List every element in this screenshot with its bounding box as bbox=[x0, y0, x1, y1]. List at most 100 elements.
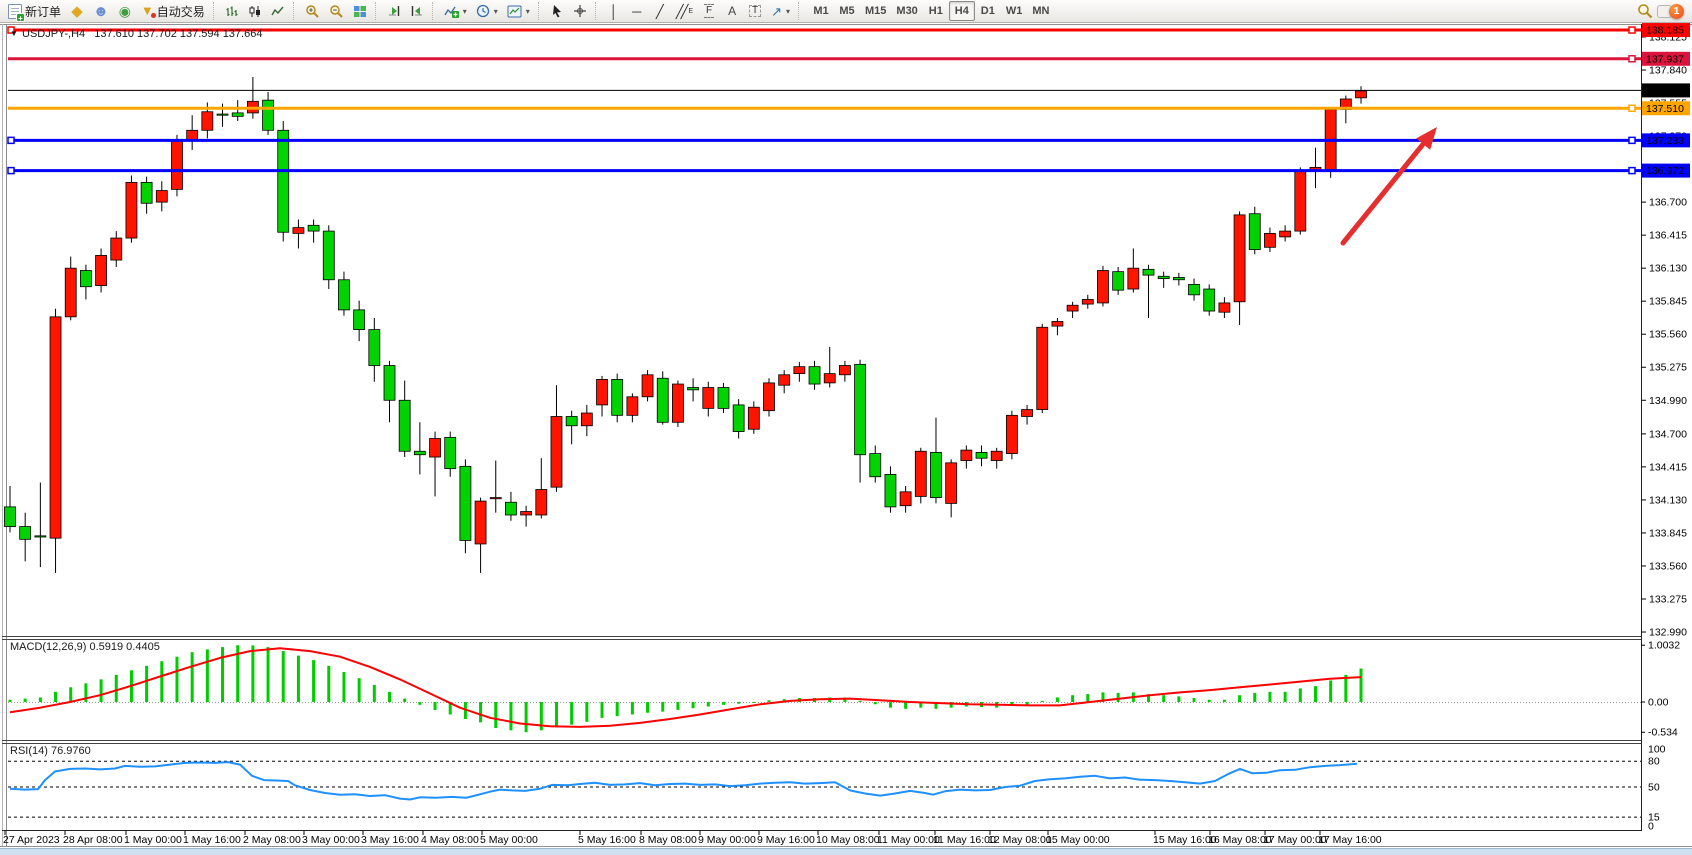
bear-candle bbox=[231, 112, 244, 117]
market-button[interactable]: ◆ bbox=[66, 1, 88, 21]
annotation-arrow-head[interactable] bbox=[1416, 127, 1437, 150]
candlestick-chart-icon bbox=[249, 5, 260, 17]
arrows-icon: ↗ bbox=[771, 3, 782, 19]
timeframe-button-M30[interactable]: M30 bbox=[896, 5, 918, 17]
timeframe-button-W1[interactable]: W1 bbox=[1005, 5, 1023, 17]
macd-axis-label: 1.0032 bbox=[1648, 640, 1680, 652]
macd-histogram-bar bbox=[221, 647, 225, 702]
bull-candle bbox=[1005, 414, 1018, 454]
fibonacci-tool[interactable]: F bbox=[698, 1, 720, 21]
line-handle[interactable] bbox=[7, 26, 15, 34]
price-line-tag bbox=[1642, 163, 1690, 178]
line-handle[interactable] bbox=[7, 166, 15, 175]
macd-histogram-bar bbox=[737, 702, 741, 704]
macd-histogram-bar bbox=[23, 698, 27, 702]
channel-tool[interactable]: ╱╱ E bbox=[672, 1, 697, 21]
chart-shift-button[interactable] bbox=[406, 1, 428, 21]
macd-histogram-bar bbox=[1040, 700, 1044, 702]
symbol-dropdown-icon[interactable]: ▼ bbox=[10, 29, 18, 38]
bull-candle bbox=[747, 406, 760, 430]
text-label-tool[interactable]: T bbox=[744, 1, 766, 21]
line-handle[interactable] bbox=[1628, 104, 1636, 113]
price-axis-tick-label: 136.700 bbox=[1649, 197, 1687, 209]
profiles-button[interactable]: ☻ bbox=[89, 1, 113, 21]
timeframe-button-M15[interactable]: M15 bbox=[865, 5, 887, 17]
line-chart-button[interactable] bbox=[267, 1, 289, 21]
time-axis-label: 3 May 00:00 bbox=[302, 834, 360, 846]
bear-candle bbox=[80, 270, 92, 288]
toolbar-separator bbox=[537, 2, 542, 20]
macd-histogram-bar bbox=[539, 702, 543, 731]
search-icon[interactable] bbox=[1637, 3, 1653, 19]
macd-histogram-bar bbox=[1116, 692, 1120, 702]
new-order-button[interactable]: + 新订单 bbox=[4, 1, 65, 23]
line-handle[interactable] bbox=[1628, 166, 1636, 175]
timeframe-button-H1[interactable]: H1 bbox=[928, 5, 943, 17]
bear-candle bbox=[322, 230, 335, 281]
trendline-tool[interactable]: ╱ bbox=[649, 1, 671, 21]
cursor-tool-button[interactable] bbox=[546, 1, 568, 21]
vertical-line-tool[interactable]: │ bbox=[603, 1, 625, 21]
auto-scroll-button[interactable] bbox=[383, 1, 405, 21]
timeframe-button-M1[interactable]: M1 bbox=[813, 5, 829, 17]
notification-badge[interactable]: 1 bbox=[1669, 3, 1684, 19]
macd-histogram-bar bbox=[1359, 668, 1363, 702]
price-line-tag bbox=[1642, 101, 1690, 116]
line-handle[interactable] bbox=[1628, 55, 1636, 63]
time-axis-label: 27 Apr 2023 bbox=[3, 834, 60, 846]
bear-candle bbox=[398, 399, 411, 452]
line-handle[interactable] bbox=[1628, 26, 1636, 34]
rsi-axis-label: 0 bbox=[1648, 821, 1654, 833]
macd-histogram-bar bbox=[1344, 674, 1348, 702]
price-axis-tick-label: 134.130 bbox=[1649, 494, 1687, 506]
autotrading-button[interactable]: ▼ 自动交易 bbox=[137, 1, 209, 21]
timeframe-button-H4[interactable]: H4 bbox=[948, 1, 975, 21]
macd-histogram-bar bbox=[1010, 702, 1014, 706]
bull-candle bbox=[839, 365, 851, 376]
bull-candle bbox=[1127, 267, 1140, 290]
tile-windows-button[interactable] bbox=[349, 1, 371, 21]
line-handle[interactable] bbox=[7, 136, 15, 145]
bear-candle bbox=[656, 377, 669, 423]
bull-candle bbox=[201, 111, 214, 131]
timeframe-button-MN[interactable]: MN bbox=[1032, 5, 1050, 17]
rsi-axis-label: 100 bbox=[1648, 744, 1666, 756]
bear-candle bbox=[1172, 277, 1185, 281]
timeframe-button-M5[interactable]: M5 bbox=[839, 5, 855, 17]
auto-scroll-icon bbox=[388, 5, 399, 16]
bear-candle bbox=[1157, 275, 1170, 279]
horizontal-line-tool[interactable]: ─ bbox=[626, 1, 648, 21]
trendline-icon: ╱ bbox=[655, 3, 664, 19]
timeframe-button-D1[interactable]: D1 bbox=[980, 5, 995, 17]
zoom-out-button[interactable] bbox=[325, 1, 348, 21]
annotation-arrow[interactable] bbox=[1340, 141, 1426, 246]
arrows-tool[interactable]: ↗ ▾ bbox=[767, 1, 794, 21]
macd-histogram-bar bbox=[1086, 694, 1090, 702]
periods-button[interactable]: ▾ bbox=[472, 1, 502, 21]
text-tool[interactable]: A bbox=[721, 1, 743, 21]
bull-candle bbox=[763, 382, 775, 412]
price-axis-tick-label: 133.845 bbox=[1649, 527, 1687, 539]
bull-candle bbox=[778, 374, 791, 386]
macd-histogram-bar bbox=[1101, 692, 1105, 702]
bar-chart-button[interactable] bbox=[221, 1, 243, 21]
macd-histogram-bar bbox=[327, 665, 331, 702]
line-handle[interactable] bbox=[1628, 136, 1636, 145]
price-axis-tick-label: 135.845 bbox=[1649, 296, 1687, 308]
macd-axis-label: -0.534 bbox=[1648, 727, 1678, 739]
crosshair-tool-button[interactable] bbox=[569, 1, 591, 21]
cursor-icon bbox=[552, 5, 561, 18]
macd-histogram-bar bbox=[524, 702, 528, 733]
bull-candle bbox=[1036, 326, 1049, 410]
bull-candle bbox=[1279, 230, 1292, 238]
macd-histogram-bar bbox=[1222, 699, 1226, 702]
macd-histogram-bar bbox=[1268, 691, 1272, 702]
text-icon: A bbox=[728, 4, 737, 18]
candlestick-chart-button[interactable] bbox=[244, 1, 266, 21]
indicators-button[interactable]: ▾ bbox=[440, 1, 471, 21]
templates-button[interactable]: ▾ bbox=[503, 1, 534, 21]
zoom-in-button[interactable] bbox=[301, 1, 324, 21]
news-button[interactable]: ◉ bbox=[114, 1, 136, 21]
rsi-axis-label: 80 bbox=[1648, 756, 1660, 768]
